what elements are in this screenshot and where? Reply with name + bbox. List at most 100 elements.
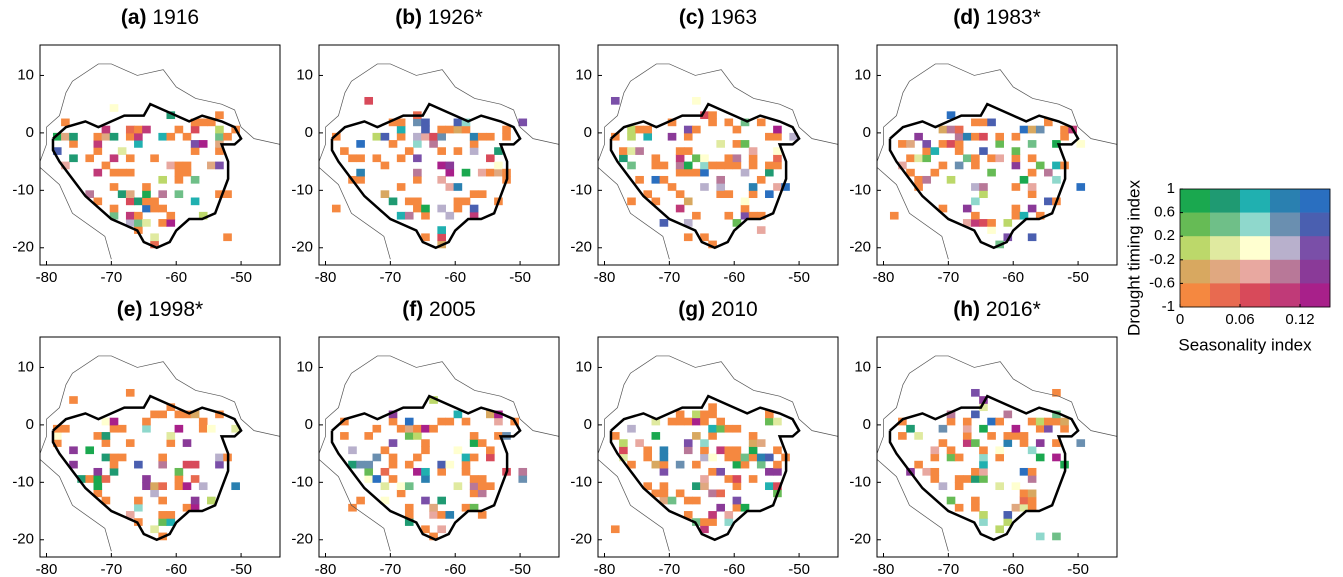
map-cell (724, 511, 734, 519)
map-cell (1052, 175, 1061, 184)
legend-swatch (1240, 283, 1271, 308)
map-cell (700, 233, 709, 242)
map-cell (461, 460, 471, 469)
map-cell (635, 147, 644, 155)
map-cell (101, 125, 111, 134)
map-cell (486, 410, 495, 419)
map-cell (765, 161, 774, 170)
map-cell (987, 154, 996, 163)
map-cell (732, 154, 742, 163)
map-cell (380, 496, 390, 505)
coastline (39, 355, 281, 454)
plot-frame (318, 336, 560, 558)
map-cell (215, 147, 224, 155)
map-cell (207, 496, 216, 505)
map-cell (995, 453, 1004, 462)
map-cell (502, 125, 511, 134)
map-cell (469, 475, 479, 483)
map-cell (716, 467, 725, 476)
map-cell (469, 211, 479, 220)
map-cell (748, 432, 758, 440)
map-cell (380, 446, 390, 455)
map-cell (421, 211, 430, 220)
map-cell (388, 439, 398, 447)
map-cell (1076, 439, 1086, 447)
y-tick-label: -20 (570, 239, 592, 256)
map-cell (651, 460, 661, 469)
map-cell (971, 118, 980, 127)
legend-swatch (1210, 189, 1241, 213)
map-cell (708, 424, 717, 433)
map-cell (215, 190, 224, 199)
y-tick-label: 10 (854, 66, 871, 83)
map-cell (461, 453, 471, 462)
map-cell (651, 417, 661, 426)
map-cell (724, 518, 734, 526)
map-cell (469, 432, 479, 440)
map-cell (101, 453, 111, 462)
legend-swatch (1210, 212, 1241, 237)
map-cell (150, 489, 159, 498)
panel-label: (e) (117, 298, 143, 321)
map-cell (413, 175, 422, 184)
map-cell (166, 132, 176, 141)
map-cell (93, 147, 103, 155)
map-cell (158, 190, 167, 199)
map-cell (1019, 496, 1029, 505)
map-cell (93, 197, 103, 206)
map-cell (166, 518, 176, 526)
x-tick-label: -60 (444, 561, 466, 577)
map-cell (182, 132, 192, 141)
map-cell (716, 183, 725, 191)
x-tick-label: -70 (101, 269, 123, 286)
map-cell (987, 219, 996, 227)
legend-swatch (1240, 236, 1271, 261)
map-cell (142, 183, 151, 191)
panel-title: (a) 1916 (121, 6, 199, 29)
map-cell (979, 396, 988, 404)
map-cell (740, 460, 750, 469)
map-cell (659, 175, 669, 184)
map-cell (683, 168, 693, 177)
map-cell (979, 475, 988, 483)
map-cell (477, 475, 487, 483)
map-cell (182, 460, 192, 469)
map-cell (627, 161, 636, 170)
map-cell (215, 140, 224, 148)
map-cell (773, 132, 782, 141)
map-cell (667, 496, 677, 505)
map-cell (166, 219, 176, 227)
map-cell (995, 154, 1004, 163)
map-cell (445, 125, 455, 134)
map-cell (979, 518, 988, 526)
map-cell (190, 147, 200, 155)
map-cell (469, 453, 479, 462)
map-cell (756, 175, 766, 184)
map-cell (979, 403, 988, 412)
y-tick-label: 10 (17, 66, 34, 83)
map-cell (946, 111, 956, 120)
map-cell (437, 147, 446, 155)
legend-swatch (1210, 236, 1241, 261)
map-cell (158, 518, 167, 526)
map-cell (469, 140, 479, 148)
map-cell (732, 140, 742, 148)
map-cell (404, 147, 414, 155)
map-cell (1044, 424, 1053, 433)
map-cell (724, 424, 734, 433)
map-cell (486, 453, 495, 462)
map-cell (380, 190, 390, 199)
y-tick-label: -10 (12, 473, 34, 490)
map-cell (453, 446, 463, 455)
map-cell (117, 453, 127, 462)
map-cell (453, 147, 463, 155)
map-cell (486, 132, 495, 141)
map-cell (93, 132, 103, 141)
map-cell (1019, 439, 1029, 447)
map-cell (494, 417, 503, 426)
y-tick-label: -20 (12, 531, 34, 548)
plot-frame (39, 44, 281, 266)
map-cell (421, 118, 430, 127)
map-cell (388, 118, 398, 127)
